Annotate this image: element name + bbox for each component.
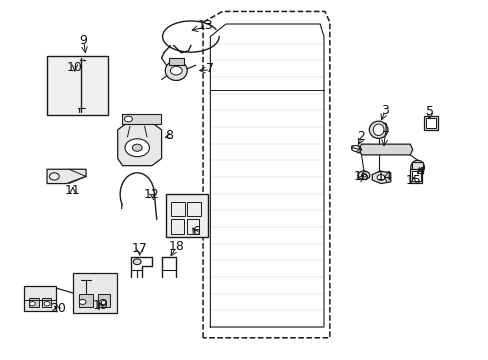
Bar — [425, 118, 435, 129]
Circle shape — [357, 171, 369, 180]
Circle shape — [351, 145, 359, 151]
Circle shape — [361, 174, 366, 177]
Text: 11: 11 — [65, 184, 81, 197]
Bar — [409, 169, 422, 183]
Text: 8: 8 — [164, 129, 173, 142]
Circle shape — [29, 302, 35, 306]
Bar — [186, 202, 200, 216]
Bar — [166, 194, 207, 237]
Text: 10: 10 — [67, 60, 82, 73]
Polygon shape — [351, 146, 361, 153]
Circle shape — [133, 259, 141, 265]
Bar — [122, 114, 160, 125]
Circle shape — [125, 139, 149, 157]
Bar — [171, 220, 183, 234]
Text: 6: 6 — [191, 225, 199, 238]
Bar — [423, 116, 437, 130]
Circle shape — [412, 164, 422, 171]
Text: 12: 12 — [143, 188, 160, 201]
Text: 17: 17 — [131, 242, 147, 255]
Circle shape — [132, 144, 142, 151]
Bar — [411, 162, 422, 173]
Text: 13: 13 — [197, 19, 213, 32]
Text: 1: 1 — [381, 122, 389, 135]
Text: 14: 14 — [376, 170, 392, 183]
Text: 2: 2 — [357, 130, 365, 144]
Polygon shape — [118, 123, 161, 166]
Ellipse shape — [372, 124, 383, 135]
Bar — [168, 58, 183, 65]
Text: 5: 5 — [425, 105, 433, 118]
Circle shape — [79, 300, 86, 305]
Text: 16: 16 — [353, 170, 368, 183]
Circle shape — [124, 116, 132, 122]
Bar — [171, 202, 184, 216]
Ellipse shape — [410, 160, 424, 175]
Bar — [98, 294, 110, 307]
Circle shape — [44, 302, 50, 306]
Bar — [73, 273, 117, 313]
Text: 15: 15 — [405, 174, 421, 186]
Circle shape — [100, 300, 106, 305]
Circle shape — [49, 173, 59, 180]
Bar — [411, 171, 420, 181]
Bar — [79, 294, 93, 307]
Circle shape — [170, 66, 182, 75]
Text: 4: 4 — [415, 166, 423, 179]
Circle shape — [376, 175, 384, 180]
Bar — [47, 56, 108, 116]
Bar — [186, 220, 199, 234]
Polygon shape — [371, 171, 390, 184]
Ellipse shape — [165, 61, 187, 81]
Polygon shape — [47, 169, 86, 184]
Text: 19: 19 — [93, 299, 108, 312]
Text: 20: 20 — [50, 302, 66, 315]
Bar — [29, 298, 39, 307]
Polygon shape — [358, 144, 412, 155]
Text: 7: 7 — [206, 62, 214, 75]
Text: 3: 3 — [380, 104, 388, 117]
Bar — [24, 286, 56, 311]
Bar — [42, 298, 51, 307]
Text: 9: 9 — [80, 33, 87, 47]
Text: 18: 18 — [168, 240, 184, 253]
Ellipse shape — [368, 121, 387, 138]
